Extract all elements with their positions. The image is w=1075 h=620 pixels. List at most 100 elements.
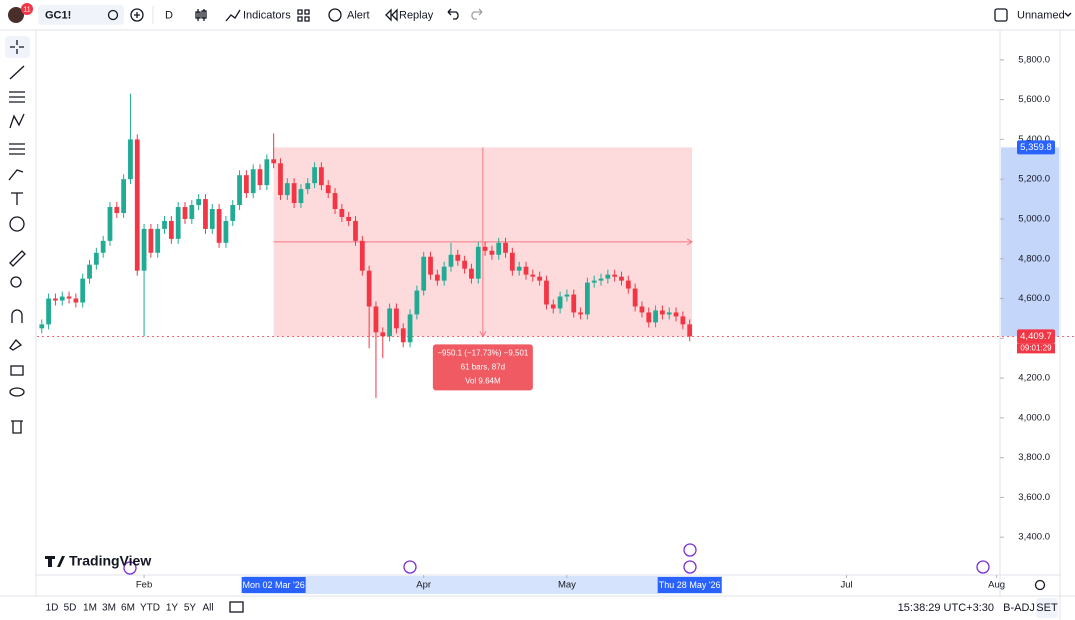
candle-body [462,260,468,269]
candle-body [544,280,549,305]
range-button[interactable]: 1Y [166,603,179,614]
range-button[interactable]: 5Y [184,603,197,614]
x-tick-label: Feb [136,580,152,591]
range-button[interactable]: 1M [83,603,97,614]
plot: 5,800.0 5,600.0 5,400.0 5,200.0 5,000.0 4,800… [37,54,1075,594]
candle-body [182,207,188,219]
event-icon[interactable] [123,561,137,575]
range-button[interactable]: 3M [102,603,116,614]
candle-body [223,220,229,243]
ruler-tool[interactable] [9,250,26,267]
zoom-tool[interactable] [10,276,22,288]
logo: TradingView [69,553,151,569]
candle-body [373,306,379,333]
measure-arrow [273,147,694,338]
candle-body [564,294,570,297]
candle-body [421,256,427,291]
add-symbol[interactable] [130,8,144,22]
layout-name[interactable]: Unnamed [1017,9,1065,21]
candle-body [475,246,481,279]
candle-body [189,205,195,219]
settings[interactable] [1034,579,1046,591]
candle-body [387,308,392,337]
range-button[interactable]: YTD [140,603,160,614]
time-range-highlight [243,576,723,594]
adjustment[interactable]: B-ADJ [1003,602,1035,614]
trend-line-tool[interactable] [9,65,25,80]
symbol[interactable]: GC1! [45,9,71,21]
text-tool[interactable] [11,192,23,205]
session-button[interactable] [1036,598,1058,618]
date-range-icon[interactable] [229,601,244,613]
candle-body [203,199,208,229]
eye-icon[interactable] [107,9,119,21]
candle-body [121,179,127,213]
candle-body [653,310,658,323]
event-icon[interactable] [683,543,697,557]
event-icon[interactable] [976,560,990,574]
candle-body [605,274,611,279]
avatar[interactable] [8,7,24,23]
range-button[interactable]: All [202,603,213,614]
candle-body [257,169,263,186]
candle-body [284,183,290,196]
candle-body [591,280,597,283]
layout-menu[interactable] [1064,12,1072,17]
range-button[interactable]: 6M [121,603,135,614]
candle-body [305,183,311,190]
magnet-tool[interactable] [11,309,23,323]
event-icon[interactable] [403,560,417,574]
alert[interactable]: Alert [347,9,370,21]
candle-body [660,310,665,315]
interval[interactable]: D [165,9,173,21]
candle-body [598,278,604,281]
badge-count: 11 [23,6,30,13]
remove-tool[interactable] [11,420,23,434]
candle-body [639,306,645,313]
candle-body [312,167,317,184]
alert-icon [328,8,342,22]
measure-info [432,344,533,391]
hide-tool[interactable] [9,387,25,397]
y-tick-label: 5,800.0 [1018,54,1050,65]
chart-type[interactable] [195,9,207,21]
pattern-tool[interactable] [9,113,25,129]
candle-body [162,220,167,229]
event-icon[interactable] [683,560,697,574]
candle-body [428,256,433,275]
candle-body [155,228,161,253]
candle-body [73,298,79,303]
candle-body [93,252,99,265]
session[interactable]: SET [1036,602,1058,614]
candle-body [673,312,679,317]
candle-body [619,276,624,281]
range-button[interactable]: 5D [64,603,77,614]
redo[interactable] [471,8,483,20]
templates[interactable] [297,9,310,22]
candle-body [291,183,297,204]
candle-body [584,282,590,315]
stay-drawing[interactable] [9,339,23,351]
candle-body [66,296,72,299]
replay[interactable]: Replay [399,9,434,21]
lock-tool[interactable] [10,365,24,376]
candle-body [87,264,92,279]
symbol-search[interactable] [38,5,124,25]
range-button[interactable]: 1D [46,603,59,614]
candle-body [46,298,51,325]
projection-tool[interactable] [9,143,25,155]
brush-tool[interactable] [8,169,24,181]
measure-change: −950.1 (−17.73%) −9,501 [437,348,529,357]
icon-tool[interactable] [9,216,25,232]
fib-tool[interactable] [9,91,25,103]
undo[interactable] [447,8,459,20]
candle-body [646,312,652,323]
tool-active[interactable] [5,36,30,58]
y-tick-label: 5,400.0 [1018,134,1050,145]
crosshair-tool[interactable] [10,40,24,54]
layout-icon[interactable] [994,8,1008,22]
y-tick-label: 5,000.0 [1018,213,1050,224]
indicators[interactable]: Indicators [243,9,291,21]
candle-body [455,254,461,261]
